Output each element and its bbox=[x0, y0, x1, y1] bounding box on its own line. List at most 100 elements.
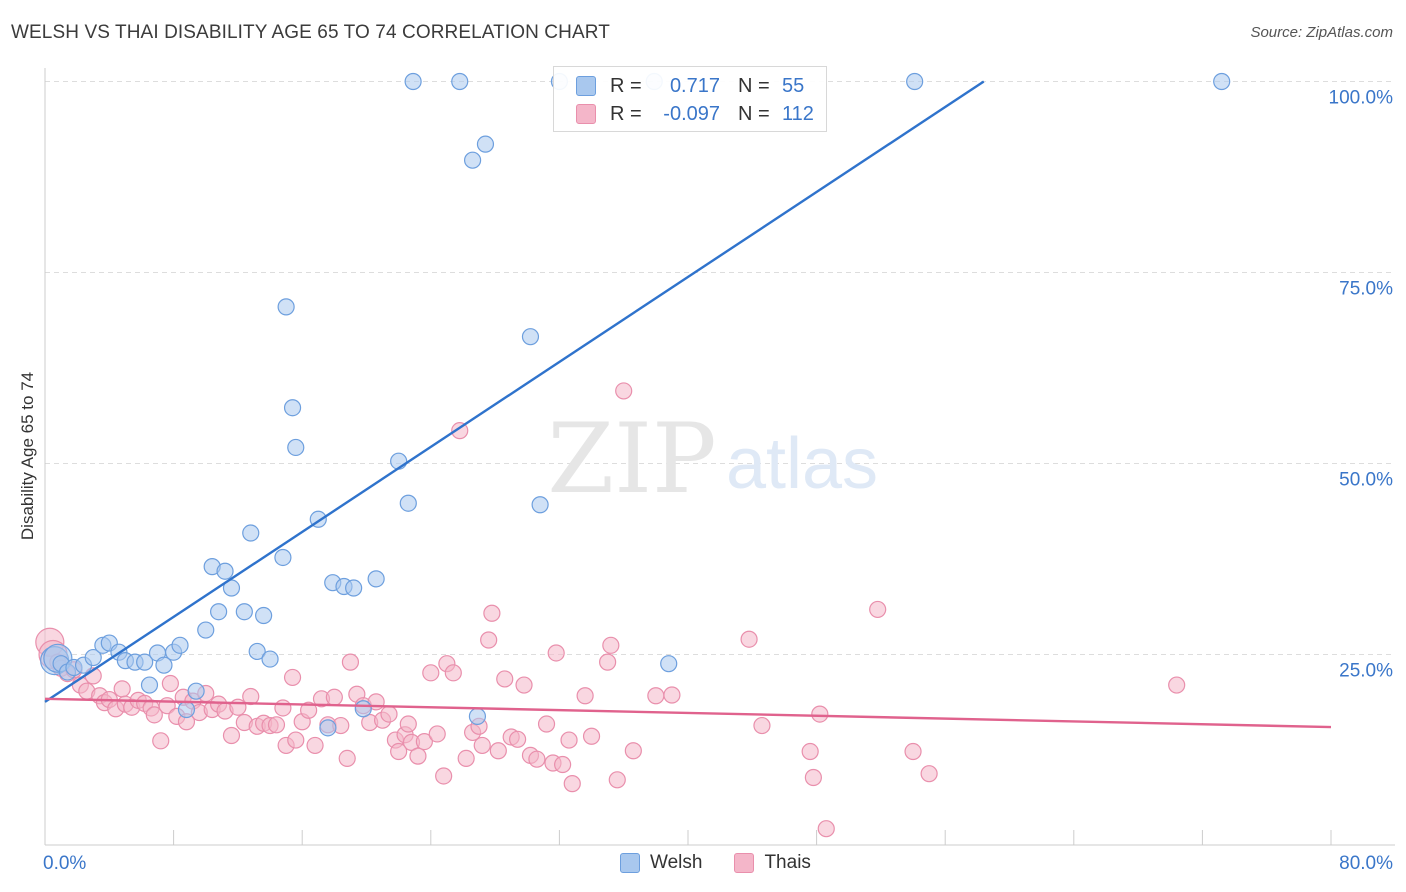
y-tick-label: 25.0% bbox=[1339, 661, 1393, 682]
welsh-point bbox=[171, 636, 189, 654]
thais-point bbox=[582, 727, 601, 745]
legend-label-welsh: Welsh bbox=[650, 852, 703, 873]
y-axis-label: Disability Age 65 to 74 bbox=[18, 371, 37, 541]
thais-point bbox=[435, 767, 453, 785]
welsh-point bbox=[1213, 72, 1231, 91]
welsh-point bbox=[399, 494, 417, 512]
thais-point bbox=[451, 422, 469, 440]
welsh-point bbox=[660, 655, 678, 673]
thais-point bbox=[576, 687, 594, 705]
thais-point bbox=[444, 664, 462, 682]
thais-swatch bbox=[576, 104, 596, 124]
r-label: R = bbox=[610, 74, 642, 97]
thais-point bbox=[457, 749, 475, 768]
welsh-point bbox=[404, 72, 422, 91]
thais-point bbox=[647, 687, 665, 705]
welsh-point bbox=[354, 700, 372, 718]
thais-point bbox=[753, 716, 771, 735]
stats-legend: R = 0.717 N = 55 R = -0.097 N = 112 bbox=[553, 66, 827, 132]
welsh-point bbox=[177, 700, 196, 719]
welsh-point bbox=[277, 298, 295, 316]
thais-point bbox=[804, 768, 822, 787]
thais-point bbox=[267, 716, 286, 734]
thais-point bbox=[380, 705, 398, 723]
thais-point bbox=[390, 742, 408, 761]
thais-point bbox=[283, 668, 302, 687]
welsh-point bbox=[451, 72, 469, 91]
welsh-point bbox=[521, 328, 540, 346]
welsh-point bbox=[235, 603, 253, 621]
thais-point bbox=[904, 742, 922, 761]
n-value: 55 bbox=[782, 74, 805, 97]
thais-point bbox=[920, 765, 938, 783]
thais-point bbox=[811, 705, 829, 723]
welsh-point bbox=[216, 562, 234, 580]
thais-point bbox=[1168, 676, 1186, 694]
thais-trendline bbox=[44, 697, 1332, 729]
welsh-trendline bbox=[44, 80, 985, 703]
thais-point bbox=[428, 725, 446, 743]
welsh-point bbox=[906, 72, 924, 91]
welsh-point bbox=[210, 603, 228, 621]
welsh-point bbox=[242, 524, 260, 542]
thais-point bbox=[817, 820, 835, 838]
thais-point bbox=[325, 688, 343, 706]
watermark-zip: ZIP bbox=[547, 403, 716, 515]
thais-point bbox=[399, 715, 417, 733]
axes bbox=[44, 68, 1395, 846]
thais-point bbox=[602, 636, 620, 654]
welsh-point bbox=[476, 135, 495, 153]
thais-point bbox=[599, 653, 617, 671]
source-label: Source: ZipAtlas.com bbox=[1250, 24, 1393, 41]
thai-points bbox=[35, 382, 1186, 838]
thais-point bbox=[473, 736, 491, 755]
welsh-point bbox=[84, 648, 102, 667]
thais-point bbox=[624, 742, 642, 760]
welsh-point bbox=[197, 621, 215, 639]
welsh-point bbox=[136, 653, 154, 671]
x-tick-label: 80.0% bbox=[1339, 853, 1393, 874]
welsh-point bbox=[319, 719, 337, 737]
thais-point bbox=[422, 664, 440, 682]
thais-point bbox=[341, 653, 360, 671]
trendlines bbox=[44, 80, 1332, 729]
thais-point bbox=[483, 604, 501, 622]
thais-point bbox=[515, 676, 533, 694]
chart-title: WELSH VS THAI DISABILITY AGE 65 TO 74 CO… bbox=[11, 22, 610, 43]
thais-point bbox=[161, 674, 179, 693]
thais-point bbox=[489, 742, 507, 760]
thais-point bbox=[306, 736, 324, 755]
legend-label-thais: Thais bbox=[764, 852, 811, 873]
thais-point bbox=[222, 726, 241, 745]
y-tick-label: 75.0% bbox=[1339, 279, 1393, 300]
thais-point bbox=[496, 670, 514, 688]
welsh-swatch bbox=[576, 76, 596, 96]
thais-point bbox=[554, 755, 572, 774]
thais-point bbox=[300, 701, 318, 719]
n-label: N = bbox=[738, 102, 770, 125]
welsh-point bbox=[463, 151, 482, 169]
thais-point bbox=[615, 382, 633, 400]
r-value: -0.097 bbox=[663, 102, 720, 125]
welsh-point bbox=[155, 656, 173, 674]
welsh-point bbox=[187, 682, 205, 700]
welsh-point bbox=[468, 707, 487, 725]
welsh-swatch bbox=[620, 853, 640, 873]
y-tick-label: 50.0% bbox=[1339, 470, 1393, 491]
r-value: 0.717 bbox=[669, 74, 720, 97]
welsh-point bbox=[283, 399, 302, 417]
n-label: N = bbox=[738, 74, 770, 97]
thais-point bbox=[145, 706, 163, 724]
welsh-points bbox=[40, 72, 1231, 737]
thais-point bbox=[274, 699, 292, 717]
thais-point bbox=[409, 747, 427, 765]
thais-point bbox=[801, 742, 819, 761]
thais-point bbox=[152, 732, 170, 750]
r-label: R = bbox=[610, 102, 642, 125]
y-tick-label: 100.0% bbox=[1329, 88, 1394, 109]
thais-point bbox=[663, 686, 681, 704]
thais-point bbox=[740, 630, 758, 648]
welsh-point bbox=[287, 438, 305, 457]
n-value: 112 bbox=[782, 102, 814, 125]
legend-item-thais: Thais bbox=[734, 852, 811, 874]
